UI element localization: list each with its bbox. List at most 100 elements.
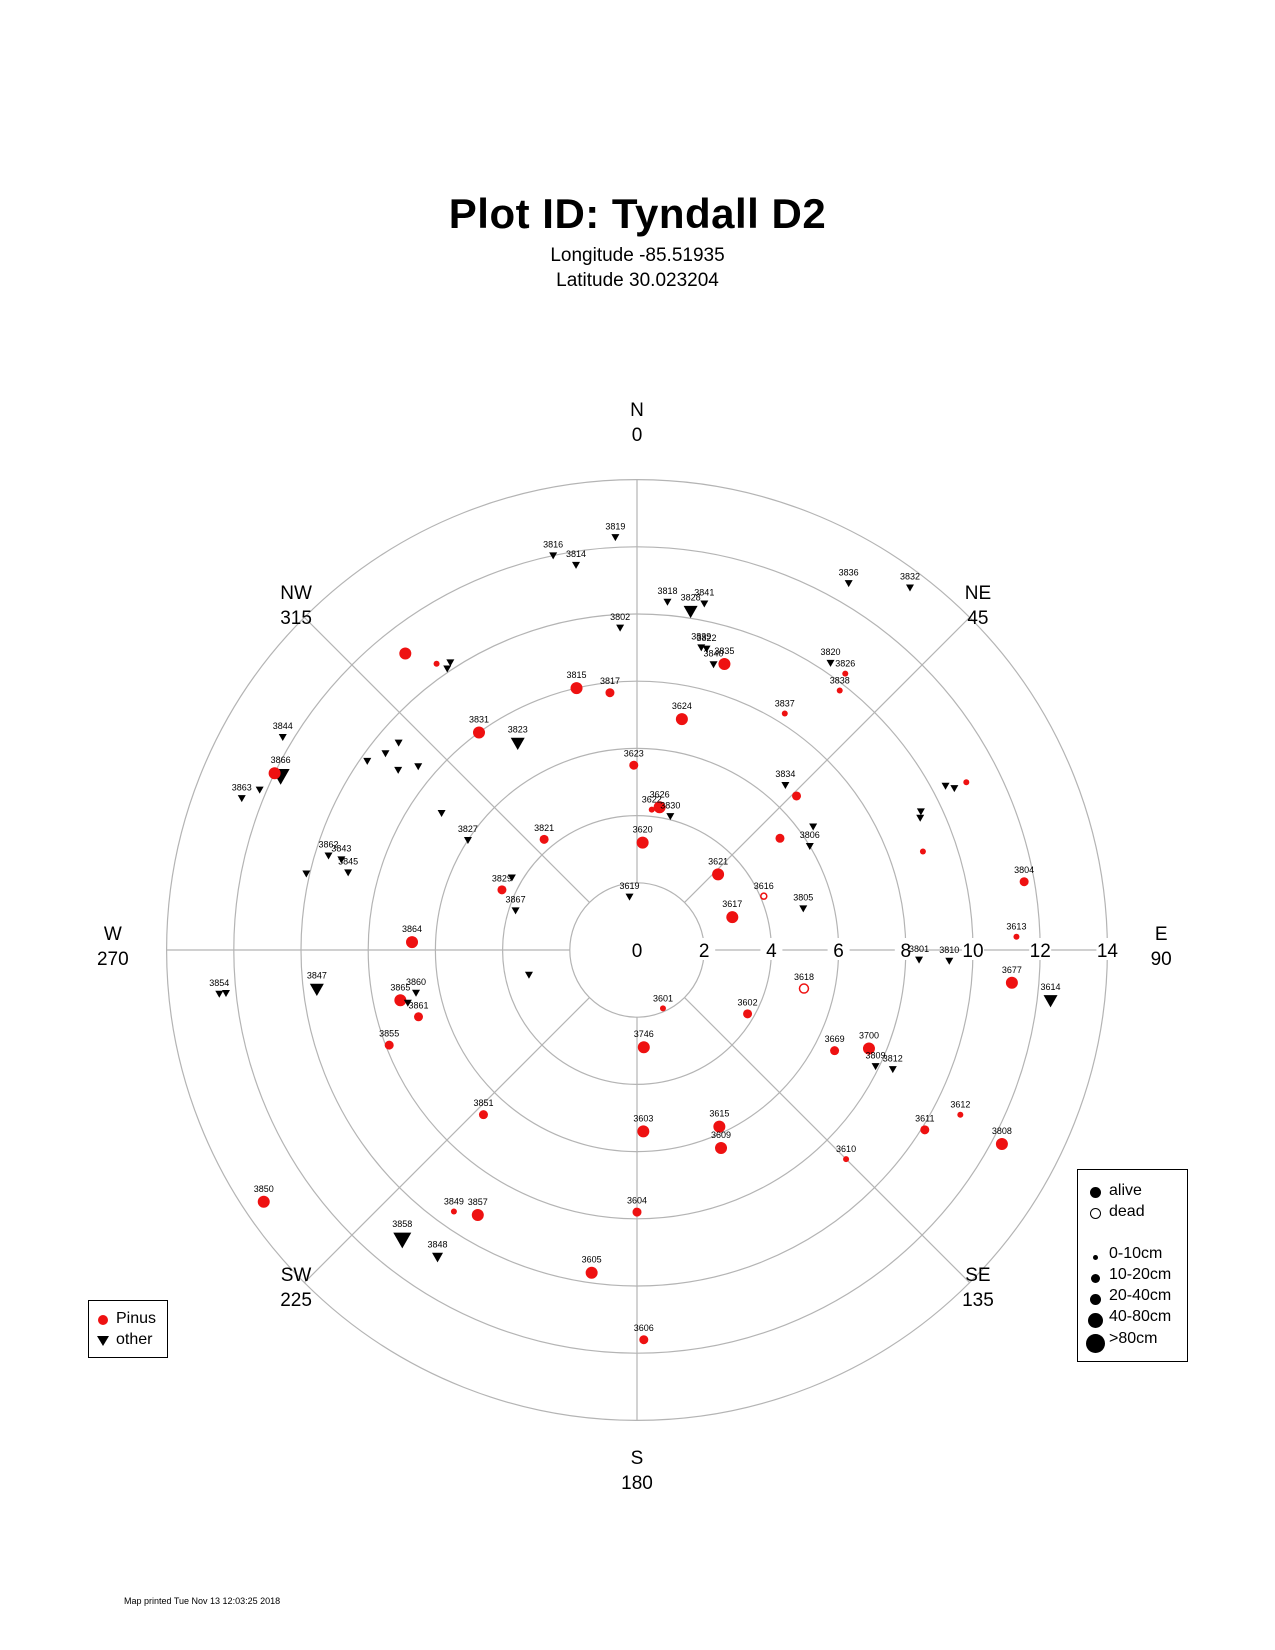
radial-tick-6: 6 bbox=[833, 941, 844, 962]
tree-3858-marker bbox=[393, 1232, 412, 1249]
radial-tick-8: 8 bbox=[901, 941, 912, 962]
tree-3860-marker bbox=[412, 989, 421, 997]
direction-nw: NW bbox=[280, 583, 312, 604]
tree-3851-label: 3851 bbox=[473, 1098, 493, 1108]
tree-3814-marker bbox=[572, 561, 581, 569]
tree-3614-marker bbox=[1043, 995, 1058, 1008]
direction-labels: N 0 NE 45 E 90 SE 135 S 180 SW 225 W 270 NW 315 bbox=[97, 400, 1172, 1494]
tree-3848-marker bbox=[432, 1252, 444, 1263]
tree-3865-marker bbox=[394, 994, 407, 1007]
tree-3863-label: 3863 bbox=[232, 782, 252, 792]
tree-3611-label: 3611 bbox=[915, 1113, 934, 1123]
tree-3847-marker bbox=[309, 983, 324, 996]
tick-bg-4 bbox=[760, 938, 783, 960]
tree-3839-label: 3839 bbox=[691, 632, 711, 642]
tree-3829-label: 3829 bbox=[492, 873, 512, 883]
tree-unlabeled-13-marker bbox=[507, 874, 516, 882]
tree-unlabeled-34-marker bbox=[394, 766, 403, 774]
size-10-20-icon bbox=[1091, 1274, 1100, 1283]
tree-unlabeled-89-marker bbox=[941, 782, 950, 790]
tree-3815-marker bbox=[570, 682, 583, 695]
tree-3615-label: 3615 bbox=[709, 1109, 729, 1119]
tree-3802-label: 3802 bbox=[610, 612, 630, 622]
tree-3602-label: 3602 bbox=[738, 997, 758, 1007]
tree-3809-label: 3809 bbox=[866, 1050, 886, 1060]
tree-3610-label: 3610 bbox=[836, 1144, 856, 1154]
tree-3854-marker bbox=[215, 990, 224, 998]
tree-3700-marker bbox=[862, 1042, 875, 1055]
pinus-legend-icon bbox=[98, 1315, 108, 1325]
spoke-nw bbox=[303, 616, 590, 903]
size-over-80-icon bbox=[1086, 1334, 1105, 1353]
tree-3841-marker bbox=[700, 600, 709, 608]
tree-3830-label: 3830 bbox=[660, 800, 680, 810]
tree-3805-label: 3805 bbox=[793, 893, 813, 903]
tree-3624-marker bbox=[675, 713, 688, 726]
tree-3620-marker bbox=[636, 836, 649, 849]
tree-3863-marker bbox=[237, 795, 246, 803]
tree-3621-marker bbox=[712, 868, 725, 881]
tree-3843-label: 3843 bbox=[331, 844, 351, 854]
tree-3844-marker bbox=[278, 733, 287, 741]
tree-3822-marker bbox=[702, 645, 711, 653]
tree-3839-marker bbox=[697, 644, 706, 652]
species-legend: Pinus other bbox=[88, 1300, 168, 1358]
tree-3867-label: 3867 bbox=[506, 895, 526, 905]
direction-n: N bbox=[630, 400, 644, 421]
tree-3615-marker bbox=[713, 1120, 726, 1133]
tree-3864-label: 3864 bbox=[402, 924, 422, 934]
tree-3804-label: 3804 bbox=[1014, 865, 1034, 875]
tree-3619-marker bbox=[625, 893, 634, 901]
tree-3805-marker bbox=[799, 905, 808, 913]
tree-3828-label: 3828 bbox=[681, 592, 701, 602]
tree-3700-label: 3700 bbox=[859, 1030, 879, 1040]
tree-3609-marker bbox=[715, 1141, 728, 1154]
tree-unlabeled-87-marker bbox=[916, 814, 925, 822]
tree-3613-marker bbox=[1013, 933, 1020, 940]
legend-pinus-label: Pinus bbox=[116, 1310, 157, 1327]
tree-3612-marker bbox=[957, 1111, 964, 1118]
tree-3623-marker bbox=[629, 760, 639, 770]
legend-size-10-20: 10-20cm bbox=[1109, 1266, 1172, 1283]
size-20-40-icon bbox=[1090, 1294, 1101, 1305]
tree-3861-label: 3861 bbox=[408, 1000, 428, 1010]
direction-e: E bbox=[1155, 924, 1168, 945]
radial-tick-12: 12 bbox=[1030, 941, 1051, 962]
tree-3823-label: 3823 bbox=[508, 724, 528, 734]
tree-3857-label: 3857 bbox=[468, 1197, 488, 1207]
tree-unlabeled-35-marker bbox=[381, 750, 390, 758]
tree-3861-marker bbox=[414, 1012, 424, 1022]
size-40-80-icon bbox=[1088, 1313, 1103, 1328]
direction-angle-135: 135 bbox=[962, 1290, 994, 1311]
tree-3623-label: 3623 bbox=[624, 749, 644, 759]
tree-unlabeled-90-marker bbox=[950, 785, 959, 793]
tree-3850-label: 3850 bbox=[254, 1184, 274, 1194]
tree-3857-marker bbox=[471, 1208, 484, 1221]
tree-3831-marker bbox=[473, 726, 486, 739]
tree-3814-label: 3814 bbox=[566, 549, 586, 559]
tree-3616-marker bbox=[760, 892, 768, 900]
direction-ne: NE bbox=[965, 583, 991, 604]
tree-unlabeled-37-marker bbox=[394, 739, 403, 747]
tree-3812-label: 3812 bbox=[883, 1053, 903, 1063]
tree-3808-label: 3808 bbox=[992, 1126, 1012, 1136]
direction-angle-180: 180 bbox=[621, 1473, 653, 1494]
tree-unlabeled-24-marker bbox=[792, 791, 802, 801]
tree-unlabeled-21-marker bbox=[775, 833, 785, 843]
spoke-ne bbox=[684, 616, 971, 903]
tree-3626-label: 3626 bbox=[650, 789, 670, 799]
tree-3669-marker bbox=[830, 1046, 840, 1056]
tree-3622-marker bbox=[648, 806, 655, 813]
tree-3817-marker bbox=[605, 688, 615, 698]
tree-3806-label: 3806 bbox=[800, 830, 820, 840]
tree-3806-marker bbox=[805, 842, 814, 850]
tree-3837-marker bbox=[781, 710, 788, 717]
tree-3841-label: 3841 bbox=[694, 588, 714, 598]
tree-3617-marker bbox=[726, 911, 739, 924]
tree-3605-label: 3605 bbox=[582, 1255, 602, 1265]
tick-bg-8 bbox=[894, 938, 917, 960]
tree-3866-label: 3866 bbox=[271, 755, 291, 765]
tree-3840-label: 3840 bbox=[704, 648, 724, 658]
tree-unlabeled-54-marker bbox=[255, 786, 264, 794]
tree-3818-label: 3818 bbox=[657, 586, 677, 596]
